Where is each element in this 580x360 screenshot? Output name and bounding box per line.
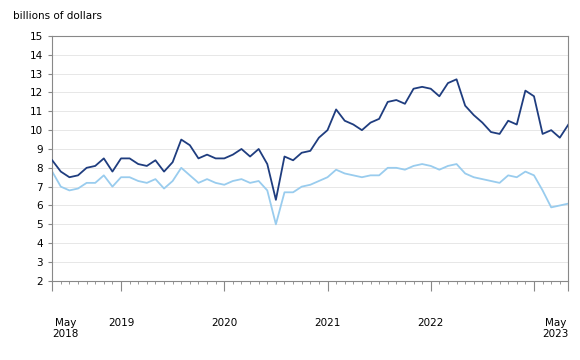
Text: billions of dollars: billions of dollars [13,11,103,21]
Text: 2019: 2019 [108,318,134,328]
Text: 2022: 2022 [418,318,444,328]
Text: May
2018: May 2018 [52,318,78,339]
Text: May
2023: May 2023 [542,318,568,339]
Text: 2021: 2021 [314,318,340,328]
Text: 2020: 2020 [211,318,237,328]
